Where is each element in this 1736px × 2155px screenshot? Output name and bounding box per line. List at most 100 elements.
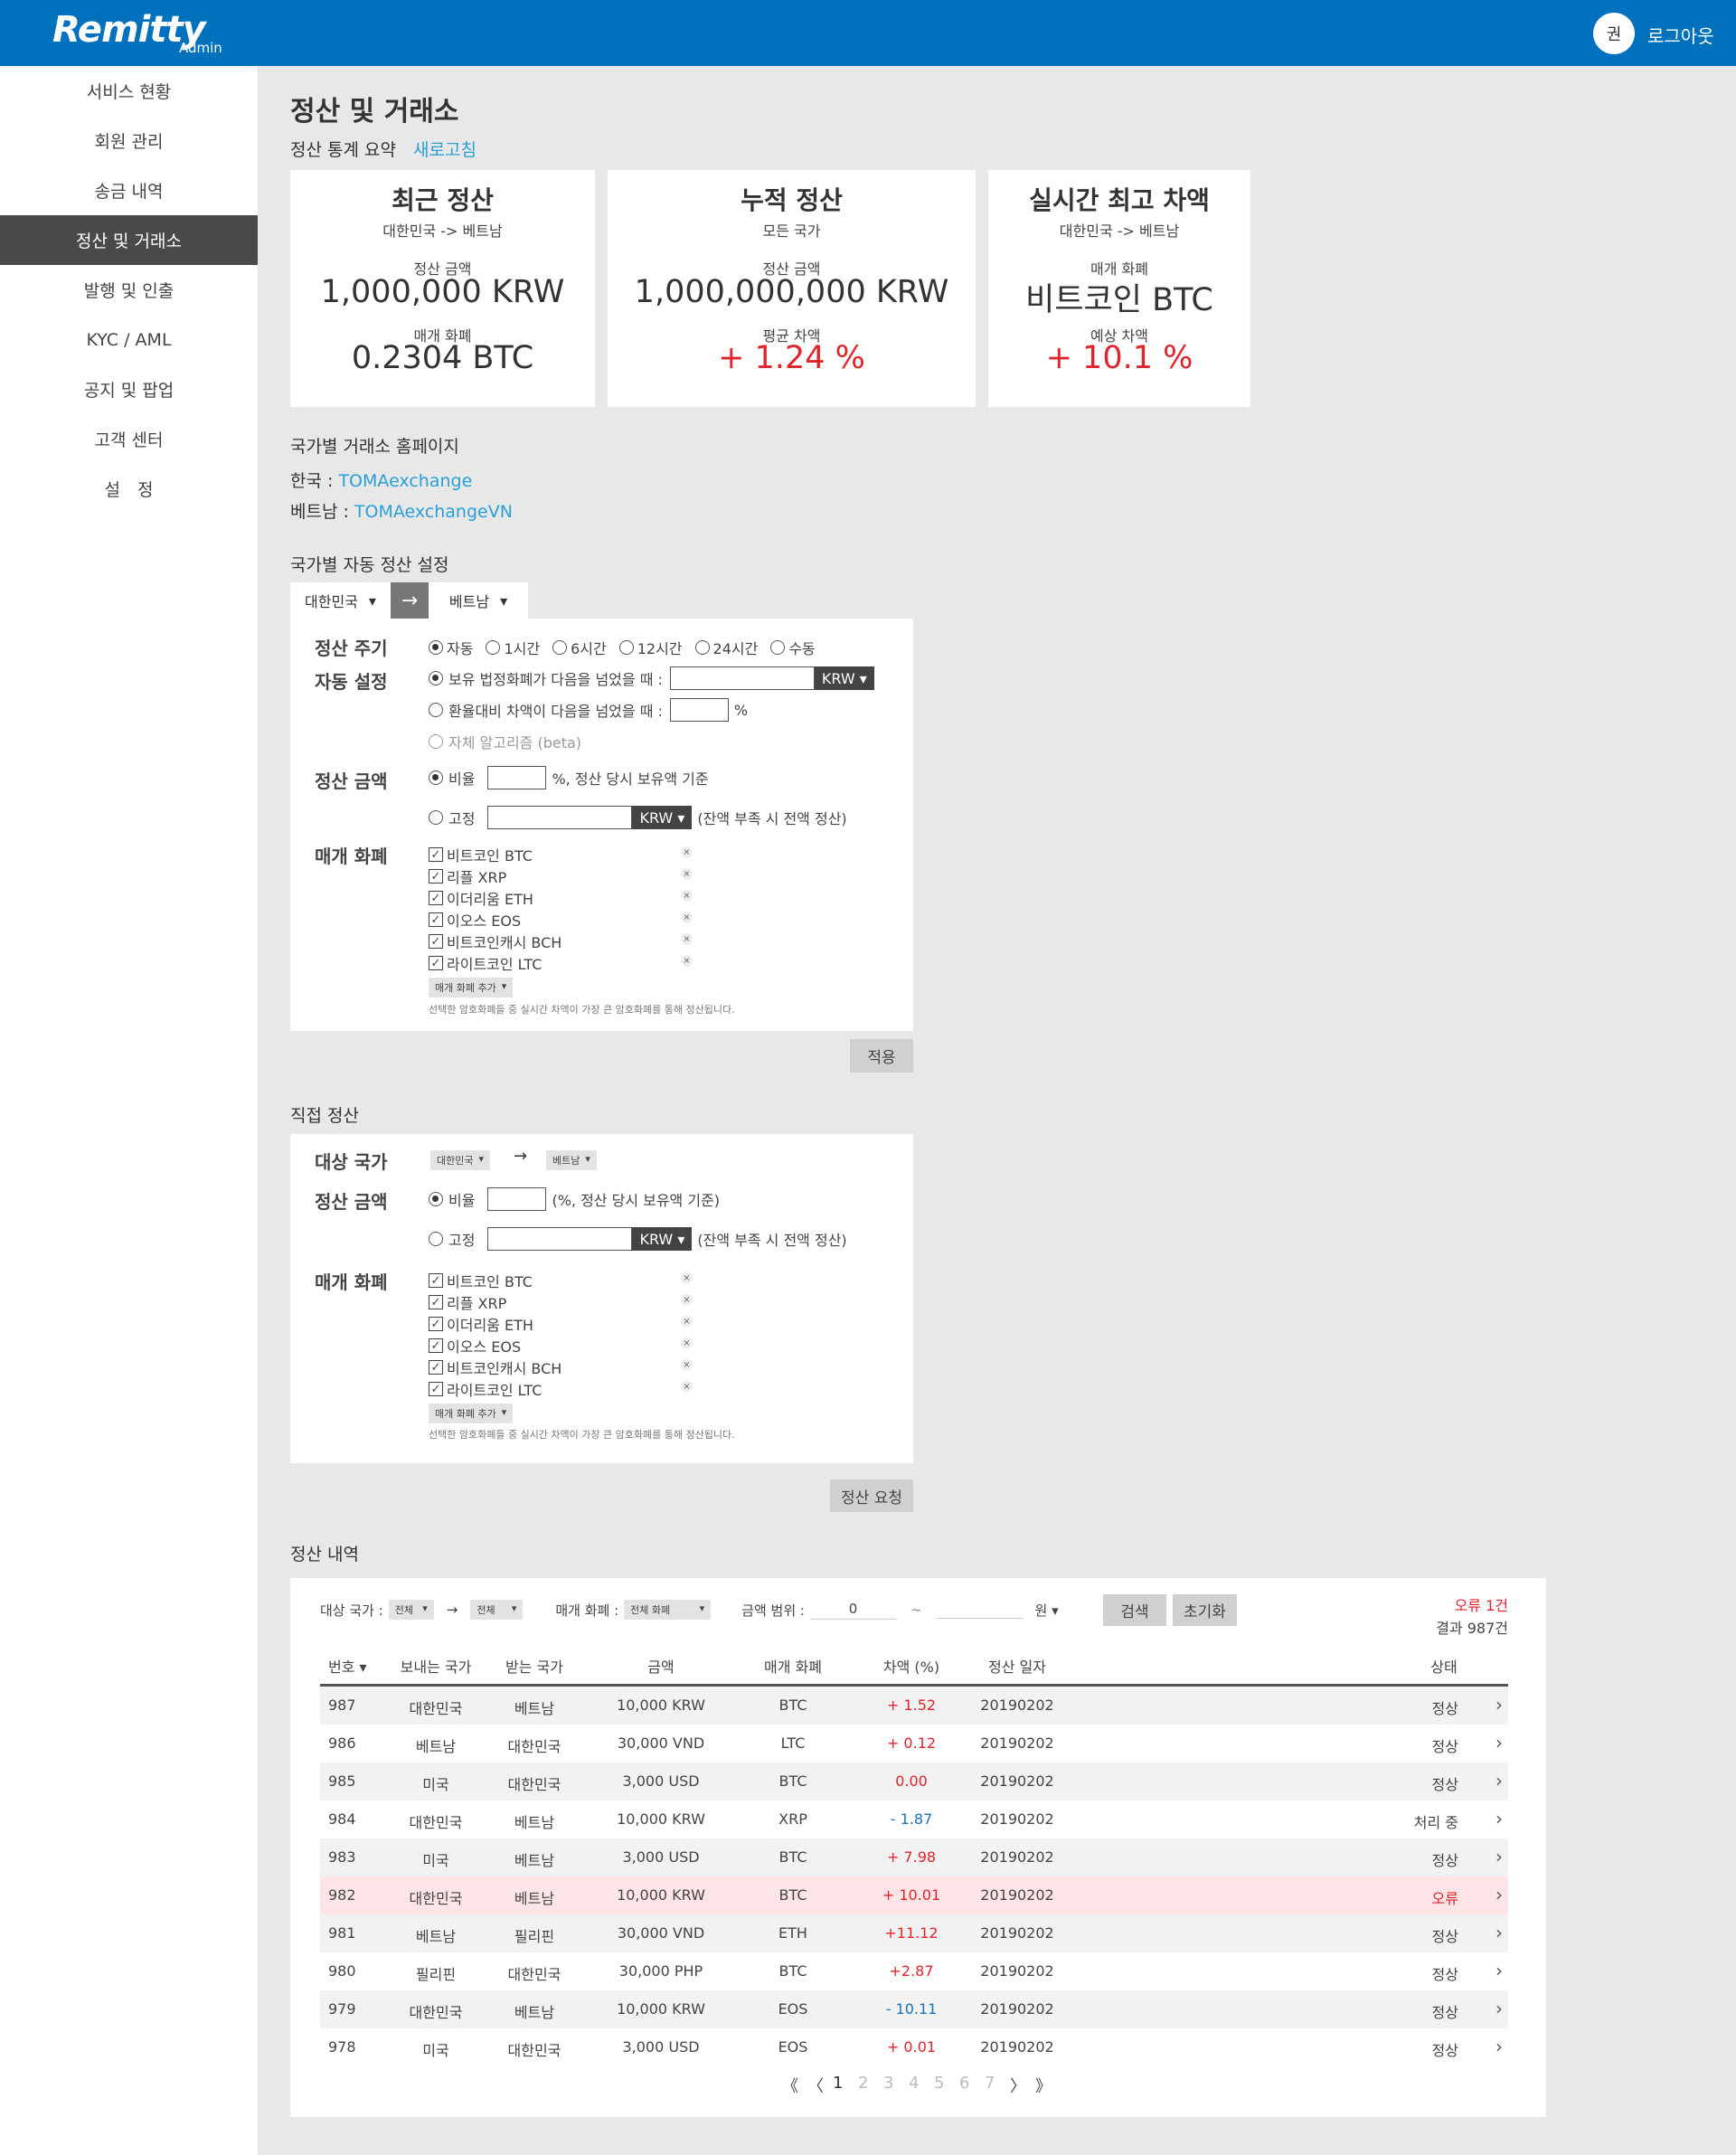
checkbox-checked[interactable]: ✓ [429, 1295, 443, 1309]
remove-icon[interactable]: × [681, 1337, 693, 1349]
remove-icon[interactable]: × [681, 1272, 693, 1284]
currency-item[interactable]: ✓ 이더리움 ETH [429, 1313, 533, 1335]
cycle-option[interactable]: 12시간 [618, 637, 683, 658]
exchange-link[interactable]: TOMAexchange [338, 471, 473, 491]
table-row[interactable]: 982 대한민국 베트남 10,000 KRW BTC + 10.01 20190202 오류… [320, 1876, 1508, 1914]
chevron-right-icon[interactable]: › [1495, 1846, 1503, 1867]
ratio-input[interactable] [487, 766, 547, 789]
radio[interactable] [618, 640, 634, 655]
chevron-right-icon[interactable]: › [1495, 1884, 1503, 1905]
amount-ratio-option[interactable]: 비율 %, 정산 당시 보유액 기준 [429, 766, 709, 789]
add-currency-dropdown[interactable]: 매개 화폐 추가 ▾ [429, 978, 514, 997]
next-page-icon[interactable]: 〉 [1010, 2077, 1026, 2096]
remove-icon[interactable]: × [681, 1381, 693, 1393]
chevron-right-icon[interactable]: › [1495, 1694, 1503, 1715]
radio-selected[interactable] [429, 671, 443, 685]
radio-selected[interactable] [429, 770, 443, 785]
remove-icon[interactable]: × [681, 1316, 693, 1328]
remove-icon[interactable]: × [681, 933, 693, 945]
currency-dropdown[interactable]: KRW ▾ [632, 1227, 693, 1251]
currency-item[interactable]: ✓ 비트코인캐시 BCH [429, 931, 561, 952]
chevron-right-icon[interactable]: › [1495, 1922, 1503, 1943]
page-number[interactable]: 6 [959, 2074, 970, 2093]
apply-button[interactable]: 적용 [850, 1039, 913, 1073]
cycle-option[interactable]: 1시간 [486, 637, 540, 658]
sidebar-item[interactable]: 정산 및 거래소 [0, 215, 258, 265]
currency-item[interactable]: ✓ 비트코인 BTC [429, 1270, 533, 1291]
remove-icon[interactable]: × [681, 1359, 693, 1371]
auto-option-fiat[interactable]: 보유 법정화폐가 다음을 넘었을 때 : KRW ▾ [429, 666, 874, 690]
table-row[interactable]: 983 미국 베트남 3,000 USD BTC + 7.98 20190202 정상 › [320, 1838, 1508, 1876]
page-number[interactable]: 1 [833, 2074, 844, 2093]
page-number[interactable]: 4 [909, 2074, 920, 2093]
avatar[interactable]: 권 [1593, 13, 1635, 54]
checkbox-checked[interactable]: ✓ [429, 891, 443, 905]
add-currency-dropdown[interactable]: 매개 화폐 추가 ▾ [429, 1404, 514, 1423]
error-count[interactable]: 오류 1건 [1454, 1597, 1508, 1614]
currency-item[interactable]: ✓ 라이트코인 LTC [429, 1378, 542, 1400]
diff-threshold-input[interactable] [669, 698, 729, 722]
fixed-amount-input[interactable] [487, 806, 633, 829]
table-row[interactable]: 978 미국 대한민국 3,000 USD EOS + 0.01 20190202 정상 › [320, 2028, 1508, 2066]
to-country-select[interactable]: 베트남 ▾ [546, 1150, 597, 1170]
radio[interactable] [429, 703, 443, 717]
first-page-icon[interactable]: 《 [782, 2077, 798, 2096]
ratio-input[interactable] [487, 1187, 547, 1211]
chevron-right-icon[interactable]: › [1495, 1998, 1503, 2019]
table-row[interactable]: 979 대한민국 베트남 10,000 KRW EOS - 10.11 20190202 정상… [320, 1990, 1508, 2028]
currency-item[interactable]: ✓ 이오스 EOS [429, 1335, 521, 1356]
page-number[interactable]: 3 [883, 2074, 894, 2093]
checkbox-checked[interactable]: ✓ [429, 847, 443, 862]
checkbox-checked[interactable]: ✓ [429, 1338, 443, 1353]
sidebar-item[interactable]: 회원 관리 [0, 116, 258, 165]
currency-item[interactable]: ✓ 라이트코인 LTC [429, 952, 542, 974]
sidebar-item[interactable]: 발행 및 인출 [0, 265, 258, 315]
amount-ratio-option[interactable]: 비율 (%, 정산 당시 보유액 기준) [429, 1187, 720, 1211]
radio-selected[interactable] [429, 640, 443, 655]
page-number[interactable]: 2 [858, 2074, 869, 2093]
cycle-option[interactable]: 24시간 [694, 637, 758, 658]
currency-item[interactable]: ✓ 이더리움 ETH [429, 887, 533, 909]
table-row[interactable]: 985 미국 대한민국 3,000 USD BTC 0.00 20190202 정상 › [320, 1763, 1508, 1801]
to-country-select[interactable]: 베트남 ▾ [429, 582, 528, 619]
currency-dropdown[interactable]: KRW ▾ [632, 806, 693, 829]
table-row[interactable]: 987 대한민국 베트남 10,000 KRW BTC + 1.52 20190202 정상 › [320, 1687, 1508, 1725]
currency-item[interactable]: ✓ 비트코인캐시 BCH [429, 1356, 561, 1378]
page-number[interactable]: 7 [985, 2074, 995, 2093]
sidebar-item[interactable]: 고객 센터 [0, 414, 258, 464]
table-row[interactable]: 980 필리핀 대한민국 30,000 PHP BTC +2.87 20190202 정상 › [320, 1952, 1508, 1990]
checkbox-checked[interactable]: ✓ [429, 869, 443, 884]
last-page-icon[interactable]: 》 [1035, 2077, 1052, 2096]
exchange-link[interactable]: TOMAexchangeVN [354, 502, 513, 522]
reset-button[interactable]: 초기화 [1173, 1594, 1237, 1626]
radio[interactable] [429, 810, 443, 825]
remove-icon[interactable]: × [681, 890, 693, 902]
chevron-right-icon[interactable]: › [1495, 1732, 1503, 1753]
checkbox-checked[interactable]: ✓ [429, 1382, 443, 1396]
column-header[interactable]: 번호 ▾ [328, 1659, 367, 1676]
table-row[interactable]: 981 베트남 필리핀 30,000 VND ETH +11.12 20190202 정상 › [320, 1914, 1508, 1952]
currency-dropdown[interactable]: KRW ▾ [814, 666, 874, 690]
from-country-select[interactable]: 대한민국 ▾ [290, 582, 391, 619]
page-number[interactable]: 5 [934, 2074, 945, 2093]
logo[interactable]: Remitty [52, 9, 206, 51]
remove-icon[interactable]: × [681, 1294, 693, 1306]
checkbox-checked[interactable]: ✓ [429, 1273, 443, 1288]
sidebar-item[interactable]: KYC / AML [0, 315, 258, 364]
currency-item[interactable]: ✓ 리플 XRP [429, 865, 506, 887]
range-max-input[interactable] [936, 1601, 1023, 1619]
radio[interactable] [486, 640, 501, 655]
amount-fixed-option[interactable]: 고정 KRW ▾ (잔액 부족 시 전액 정산) [429, 1227, 847, 1251]
radio-selected[interactable] [429, 1192, 443, 1206]
radio[interactable] [770, 640, 786, 655]
logout-button[interactable]: 로그아웃 [1647, 25, 1714, 47]
chevron-right-icon[interactable]: › [1495, 1770, 1503, 1791]
sidebar-item[interactable]: 송금 내역 [0, 165, 258, 215]
sidebar-item[interactable]: 공지 및 팝업 [0, 364, 258, 414]
search-button[interactable]: 검색 [1103, 1594, 1166, 1626]
amount-fixed-option[interactable]: 고정 KRW ▾ (잔액 부족 시 전액 정산) [429, 806, 847, 829]
remove-icon[interactable]: × [681, 912, 693, 923]
cycle-option[interactable]: 자동 [429, 637, 473, 658]
fiat-threshold-input[interactable] [669, 666, 815, 690]
checkbox-checked[interactable]: ✓ [429, 934, 443, 949]
